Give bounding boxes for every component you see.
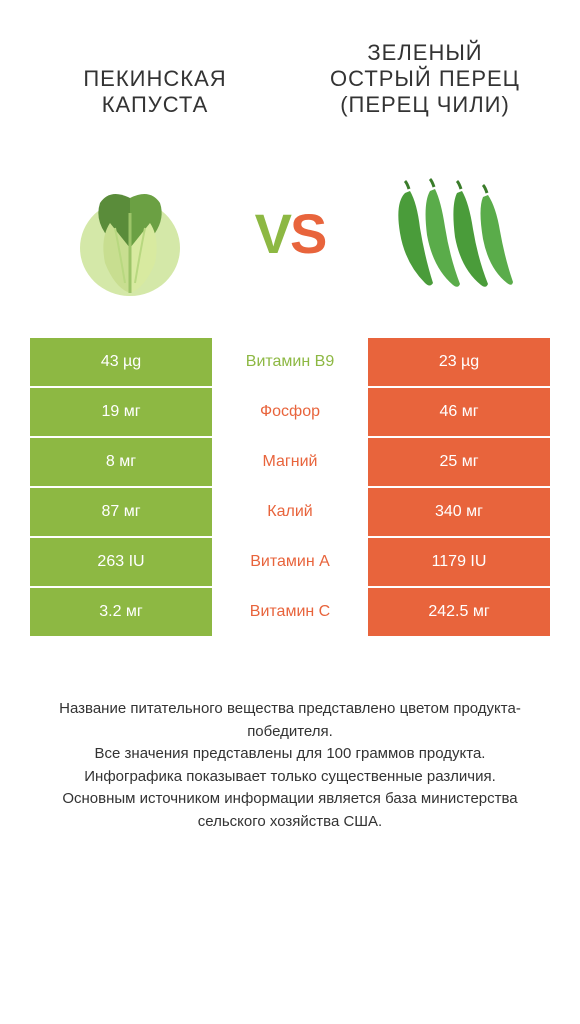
footer-line-2: Все значения представлены для 100 граммо… (40, 743, 540, 766)
pepper-image (375, 158, 525, 308)
left-product-title: ПЕКИНСКАЯ КАПУСТА (47, 66, 263, 118)
cell-right-value: 23 µg (368, 338, 550, 386)
cell-right-value: 242.5 мг (368, 588, 550, 636)
cell-nutrient-name: Калий (212, 488, 368, 536)
table-row: 263 IUВитамин A1179 IU (30, 538, 550, 586)
cell-left-value: 19 мг (30, 388, 212, 436)
nutrition-table: 43 µgВитамин B923 µg19 мгФосфор46 мг8 мг… (0, 338, 580, 638)
vs-letter-v: V (255, 202, 290, 265)
table-row: 19 мгФосфор46 мг (30, 388, 550, 436)
cabbage-image (55, 158, 205, 308)
cell-left-value: 263 IU (30, 538, 212, 586)
table-row: 43 µgВитамин B923 µg (30, 338, 550, 386)
vs-label: VS (255, 201, 326, 266)
footer-line-3: Инфографика показывает только существенн… (40, 766, 540, 789)
cell-nutrient-name: Магний (212, 438, 368, 486)
cell-nutrient-name: Витамин B9 (212, 338, 368, 386)
right-product-title: ЗЕЛЕНЫЙ ОСТРЫЙ ПЕРЕЦ (ПЕРЕЦ ЧИЛИ) (317, 40, 533, 118)
vs-letter-s: S (290, 202, 325, 265)
table-row: 8 мгМагний25 мг (30, 438, 550, 486)
footer-line-1: Название питательного вещества представл… (40, 698, 540, 743)
images-row: VS (0, 138, 580, 338)
header: ПЕКИНСКАЯ КАПУСТА ЗЕЛЕНЫЙ ОСТРЫЙ ПЕРЕЦ (… (0, 0, 580, 138)
cell-nutrient-name: Витамин A (212, 538, 368, 586)
cell-left-value: 3.2 мг (30, 588, 212, 636)
cell-left-value: 43 µg (30, 338, 212, 386)
footer-line-4: Основным источником информации является … (40, 788, 540, 833)
cell-right-value: 340 мг (368, 488, 550, 536)
cell-right-value: 1179 IU (368, 538, 550, 586)
cell-left-value: 8 мг (30, 438, 212, 486)
table-row: 3.2 мгВитамин C242.5 мг (30, 588, 550, 636)
cell-nutrient-name: Фосфор (212, 388, 368, 436)
cell-nutrient-name: Витамин C (212, 588, 368, 636)
cell-left-value: 87 мг (30, 488, 212, 536)
cell-right-value: 46 мг (368, 388, 550, 436)
footer-notes: Название питательного вещества представл… (0, 638, 580, 863)
table-row: 87 мгКалий340 мг (30, 488, 550, 536)
cell-right-value: 25 мг (368, 438, 550, 486)
